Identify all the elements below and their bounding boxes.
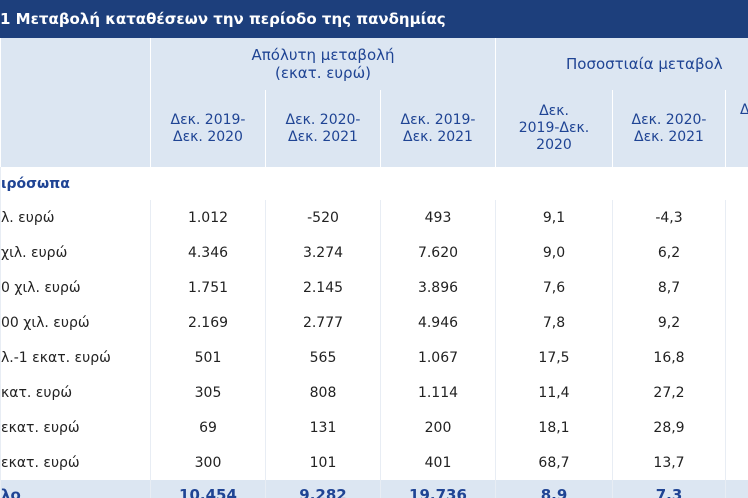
cell: 28,9 (612, 410, 726, 445)
cell: 305 (150, 375, 266, 410)
cell: 300 (150, 445, 266, 480)
header-row: Δεκ. 2019- Δεκ. 2020 Δεκ. 2020- Δεκ. 2021… (0, 90, 748, 167)
cell: 1.114 (380, 375, 496, 410)
cell: 131 (265, 410, 381, 445)
cell: 9,1 (495, 200, 613, 235)
row-label: εκατ. ευρώ (0, 410, 151, 445)
section-label: ιρόσωπα (0, 167, 748, 200)
cell (724, 200, 748, 235)
cell: 17,5 (495, 340, 613, 375)
corner-cell (0, 90, 151, 167)
cell: 1.067 (380, 340, 496, 375)
cell: 501 (150, 340, 266, 375)
cell: 808 (265, 375, 381, 410)
cell: 2.169 (150, 305, 266, 340)
cell: 101 (265, 445, 381, 480)
cell: 18,1 (495, 410, 613, 445)
column-header: Δεκ. 2019- Δεκ. 2021 (380, 90, 496, 167)
cell: 10.454 (150, 480, 266, 498)
row-label: λ.-1 εκατ. ευρώ (0, 340, 151, 375)
cell: 401 (380, 445, 496, 480)
cell: 493 (380, 200, 496, 235)
row-label: χιλ. ευρώ (0, 235, 151, 270)
data-row: κατ. ευρώ 305 808 1.114 11,4 27,2 (0, 375, 748, 410)
section-row: ιρόσωπα (0, 167, 748, 200)
cell: 9.282 (265, 480, 381, 498)
cell: 2.145 (265, 270, 381, 305)
row-label: λο (0, 480, 151, 498)
cell: 9,2 (612, 305, 726, 340)
data-row: χιλ. ευρώ 4.346 3.274 7.620 9,0 6,2 (0, 235, 748, 270)
data-row: λ.-1 εκατ. ευρώ 501 565 1.067 17,5 16,8 (0, 340, 748, 375)
cell (724, 340, 748, 375)
cell: 4.946 (380, 305, 496, 340)
row-label: κατ. ευρώ (0, 375, 151, 410)
cell: -4,3 (612, 200, 726, 235)
cell: 7,3 (612, 480, 726, 498)
cell: 13,7 (612, 445, 726, 480)
column-header: Δεκ. 2020- Δεκ. 2021 (265, 90, 381, 167)
cell (724, 375, 748, 410)
cell: 68,7 (495, 445, 613, 480)
cell: 16,8 (612, 340, 726, 375)
cell (724, 305, 748, 340)
corner-cell (0, 38, 151, 90)
cell: 9,0 (495, 235, 613, 270)
cell: 3.274 (265, 235, 381, 270)
table-title: 1 Μεταβολή καταθέσεων την περίοδο της πα… (0, 0, 748, 38)
cell: 1.751 (150, 270, 266, 305)
deposits-table: Απόλυτη μεταβολή (εκατ. ευρώ) Ποσοστιαία … (0, 38, 748, 498)
cell: 1.012 (150, 200, 266, 235)
cell: 565 (265, 340, 381, 375)
cell (724, 235, 748, 270)
cell: 69 (150, 410, 266, 445)
cell: 4.346 (150, 235, 266, 270)
cell: 7,6 (495, 270, 613, 305)
total-row: λο 10.454 9.282 19.736 8,9 7,3 (0, 480, 748, 498)
row-label: εκατ. ευρώ (0, 445, 151, 480)
data-row: 00 χιλ. ευρώ 2.169 2.777 4.946 7,8 9,2 (0, 305, 748, 340)
cell (724, 445, 748, 480)
cell: -520 (265, 200, 381, 235)
cell: 7.620 (380, 235, 496, 270)
group-header: Απόλυτη μεταβολή (εκατ. ευρώ) (150, 38, 496, 90)
cell: 8,9 (495, 480, 613, 498)
cell: 3.896 (380, 270, 496, 305)
data-row: εκατ. ευρώ 300 101 401 68,7 13,7 (0, 445, 748, 480)
data-row: εκατ. ευρώ 69 131 200 18,1 28,9 (0, 410, 748, 445)
row-label: 0 χιλ. ευρώ (0, 270, 151, 305)
header-row: Απόλυτη μεταβολή (εκατ. ευρώ) Ποσοστιαία … (0, 38, 748, 90)
data-row: 0 χιλ. ευρώ 1.751 2.145 3.896 7,6 8,7 (0, 270, 748, 305)
cell (724, 410, 748, 445)
cell: 200 (380, 410, 496, 445)
data-row: λ. ευρώ 1.012 -520 493 9,1 -4,3 (0, 200, 748, 235)
column-header: Δεκ. 2019-Δεκ. 2020 (495, 90, 613, 167)
column-header: Δεκ. 2020- Δεκ. 2021 (612, 90, 726, 167)
group-header: Ποσοστιαία μεταβολ (494, 38, 748, 90)
cell: 8,7 (612, 270, 726, 305)
row-label: λ. ευρώ (0, 200, 151, 235)
cell (724, 480, 748, 498)
cell: 11,4 (495, 375, 613, 410)
column-header: Δεκ. 2019- Δεκ. 2020 (150, 90, 266, 167)
row-label: 00 χιλ. ευρώ (0, 305, 151, 340)
cell: 7,8 (495, 305, 613, 340)
cell: 27,2 (612, 375, 726, 410)
cell (724, 270, 748, 305)
column-header: Δ (724, 90, 748, 167)
cell: 6,2 (612, 235, 726, 270)
cell: 19.736 (380, 480, 496, 498)
cell: 2.777 (265, 305, 381, 340)
